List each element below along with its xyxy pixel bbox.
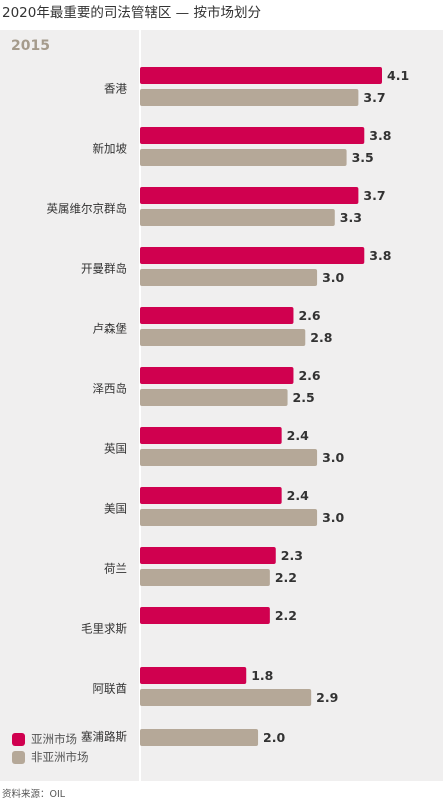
category-label: 阿联酋 <box>93 682 128 696</box>
bar-asia <box>140 607 270 624</box>
bar-non-asia <box>140 329 306 346</box>
category-label: 荷兰 <box>104 562 127 576</box>
value-label-non-asia: 2.2 <box>275 570 297 585</box>
chart-subtitle-year: 2015 <box>11 38 50 54</box>
bar-asia <box>140 547 276 564</box>
bar-asia <box>140 487 282 504</box>
bar-non-asia <box>140 509 318 526</box>
bar-asia <box>140 247 365 264</box>
value-label-asia: 2.6 <box>298 308 320 323</box>
value-label-non-asia: 3.0 <box>322 270 344 285</box>
bar-non-asia <box>140 209 335 226</box>
value-label-asia: 1.8 <box>251 668 273 683</box>
category-label: 开曼群岛 <box>81 262 127 276</box>
bar-asia <box>140 367 294 384</box>
value-label-non-asia: 3.0 <box>322 510 344 525</box>
category-label: 美国 <box>104 502 127 516</box>
value-label-asia: 2.4 <box>287 428 309 443</box>
category-label: 卢森堡 <box>93 322 128 336</box>
chart-title: 2020年最重要的司法管辖区 — 按市场划分 <box>2 5 261 21</box>
legend-item-asia: 亚洲市场 <box>12 730 89 748</box>
value-label-asia: 4.1 <box>387 68 409 83</box>
category-label: 英属维尔京群岛 <box>47 202 128 216</box>
category-label: 香港 <box>104 82 127 96</box>
source-note: 资料来源：OIL <box>2 789 66 800</box>
category-label: 毛里求斯 <box>81 622 127 636</box>
category-label: 英国 <box>104 442 127 456</box>
bar-non-asia <box>140 729 259 746</box>
legend-label-non-asia: 非亚洲市场 <box>31 750 89 764</box>
value-label-non-asia: 2.9 <box>316 690 338 705</box>
category-label: 泽西岛 <box>93 382 128 396</box>
bar-asia <box>140 187 359 204</box>
bar-non-asia <box>140 689 312 706</box>
value-label-asia: 3.8 <box>369 128 391 143</box>
legend-swatch-asia <box>12 732 25 746</box>
value-label-non-asia: 2.8 <box>310 330 332 345</box>
bar-asia <box>140 307 294 324</box>
value-label-asia: 2.2 <box>275 608 297 623</box>
value-label-asia: 3.7 <box>363 188 385 203</box>
bar-asia <box>140 127 365 144</box>
value-label-non-asia: 3.7 <box>363 90 385 105</box>
legend-item-non-asia: 非亚洲市场 <box>12 748 89 766</box>
value-label-asia: 2.6 <box>298 368 320 383</box>
bar-non-asia <box>140 569 270 586</box>
bar-chart: 香港4.13.7新加坡3.83.5英属维尔京群岛3.73.3开曼群岛3.83.0… <box>47 30 409 781</box>
value-label-non-asia: 2.0 <box>263 730 285 745</box>
bar-asia <box>140 667 247 684</box>
value-label-non-asia: 2.5 <box>293 390 315 405</box>
legend-swatch-non-asia <box>12 750 25 764</box>
category-label: 新加坡 <box>93 142 128 156</box>
value-label-asia: 3.8 <box>369 248 391 263</box>
bar-non-asia <box>140 269 318 286</box>
value-label-asia: 2.4 <box>287 488 309 503</box>
bar-non-asia <box>140 149 347 166</box>
bar-non-asia <box>140 389 288 406</box>
value-label-non-asia: 3.0 <box>322 450 344 465</box>
bar-asia <box>140 67 382 84</box>
chart-legend: 亚洲市场 非亚洲市场 <box>12 730 89 766</box>
bar-non-asia <box>140 89 359 106</box>
value-label-asia: 2.3 <box>281 548 303 563</box>
bar-asia <box>140 427 282 444</box>
legend-label-asia: 亚洲市场 <box>31 732 77 746</box>
bar-non-asia <box>140 449 318 466</box>
category-label: 塞浦路斯 <box>81 730 127 744</box>
value-label-non-asia: 3.5 <box>352 150 374 165</box>
value-label-non-asia: 3.3 <box>340 210 362 225</box>
